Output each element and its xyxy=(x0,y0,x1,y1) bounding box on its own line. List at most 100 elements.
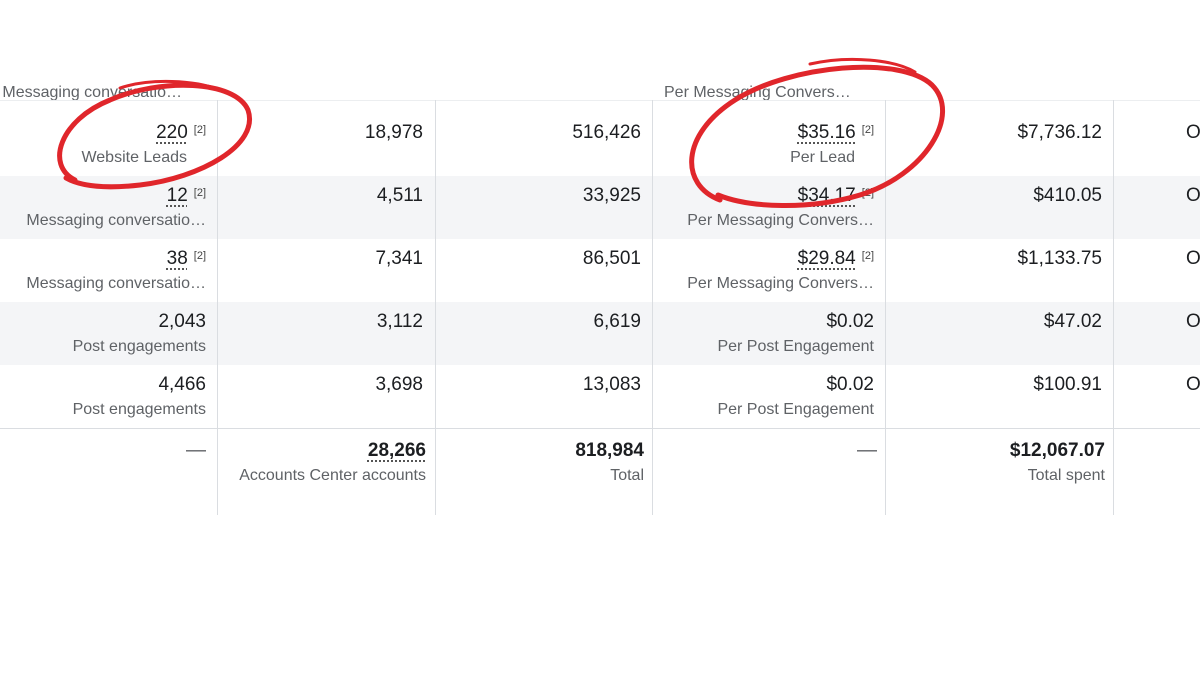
totals-divider xyxy=(0,428,1200,429)
cost-cell[interactable]: $29.84 [2] Per Messaging Convers… xyxy=(687,247,874,294)
spent-value: $1,133.75 xyxy=(1017,248,1102,269)
footnote-marker: [2] xyxy=(861,124,874,136)
results-value: 2,043 xyxy=(158,311,206,332)
reach-value: 3,698 xyxy=(375,374,423,395)
impressions-value: 6,619 xyxy=(593,311,641,332)
reach-cell: 7,341 xyxy=(375,247,423,271)
footnote-marker: [2] xyxy=(193,250,206,262)
impressions-total-label: Total xyxy=(610,467,644,484)
next-column-value: O xyxy=(1186,248,1200,269)
results-value[interactable]: 12 xyxy=(166,185,188,206)
spent-value: $47.02 xyxy=(1043,311,1102,332)
impressions-value: 33,925 xyxy=(582,185,641,206)
impressions-value: 516,426 xyxy=(572,122,641,143)
table-row[interactable]: 220 [2] Website Leads 18,978 516,426 $35.… xyxy=(0,113,1200,176)
cost-value: $0.02 xyxy=(826,311,874,332)
cost-cell[interactable]: $35.16 [2] Per Lead xyxy=(790,121,874,168)
column-divider xyxy=(885,100,886,515)
cost-total: — xyxy=(857,439,877,462)
impressions-cell: 86,501 xyxy=(583,247,641,271)
column-divider xyxy=(1113,100,1114,515)
spent-cell: $100.91 xyxy=(1033,373,1102,397)
cost-type: Per Messaging Convers… xyxy=(687,275,874,292)
reach-cell: 3,112 xyxy=(377,310,423,334)
results-value[interactable]: 220 xyxy=(156,122,188,143)
impressions-total-value: 818,984 xyxy=(575,440,644,461)
table-row[interactable]: 38 [2] Messaging conversatio… 7,341 86,50… xyxy=(0,239,1200,302)
divider xyxy=(0,100,1200,101)
column-divider xyxy=(435,100,436,515)
reach-cell: 18,978 xyxy=(365,121,423,145)
totals-row: — 28,266 Accounts Center accounts 818,98… xyxy=(0,429,1200,515)
next-column-value: O xyxy=(1186,185,1200,206)
column-divider xyxy=(217,100,218,515)
reach-cell: 4,511 xyxy=(377,184,423,208)
spent-total-cell: $12,067.07 Total spent xyxy=(1010,439,1105,486)
spent-value: $7,736.12 xyxy=(1017,122,1102,143)
impressions-total-cell: 818,984 Total xyxy=(575,439,644,486)
results-type: Website Leads xyxy=(81,149,187,166)
results-value: 4,466 xyxy=(158,374,206,395)
next-column-cell: O xyxy=(1186,184,1200,208)
next-column-value: O xyxy=(1186,374,1200,395)
reach-total-label: Accounts Center accounts xyxy=(239,467,426,484)
cost-type: Per Post Engagement xyxy=(717,338,874,355)
next-column-cell: O xyxy=(1186,247,1200,271)
results-total: — xyxy=(186,439,206,462)
next-column-cell: O xyxy=(1186,373,1200,397)
footnote-marker: [2] xyxy=(193,187,206,199)
reach-value: 4,511 xyxy=(376,185,423,206)
impressions-value: 13,083 xyxy=(582,374,641,395)
cost-cell[interactable]: $34.17 [2] Per Messaging Convers… xyxy=(687,184,874,231)
table-row[interactable]: 2,043 Post engagements 3,112 6,619 $0.02… xyxy=(0,302,1200,365)
results-cell[interactable]: 38 [2] Messaging conversatio… xyxy=(26,247,206,294)
table-row[interactable]: 4,466 Post engagements 3,698 13,083 $0.0… xyxy=(0,365,1200,428)
impressions-cell: 33,925 xyxy=(583,184,641,208)
footnote-marker: [2] xyxy=(861,187,874,199)
spent-cell: $410.05 xyxy=(1033,184,1102,208)
results-cell: 4,466 Post engagements xyxy=(73,373,206,420)
table-row[interactable]: 12 [2] Messaging conversatio… 4,511 33,92… xyxy=(0,176,1200,239)
reach-cell: 3,698 xyxy=(375,373,423,397)
next-column-value: O xyxy=(1186,311,1200,332)
reach-total-value[interactable]: 28,266 xyxy=(367,440,426,461)
spent-cell: $1,133.75 xyxy=(1017,247,1102,271)
cost-value[interactable]: $34.17 xyxy=(797,185,856,206)
cost-type: Per Messaging Convers… xyxy=(687,212,874,229)
footnote-marker: [2] xyxy=(861,250,874,262)
spent-value: $410.05 xyxy=(1033,185,1102,206)
spent-total-label: Total spent xyxy=(1027,467,1105,484)
results-cell[interactable]: 220 [2] Website Leads xyxy=(81,121,206,168)
cost-value: $0.02 xyxy=(826,374,874,395)
next-column-cell: O xyxy=(1186,310,1200,334)
spent-cell: $47.02 xyxy=(1044,310,1102,334)
impressions-cell: 6,619 xyxy=(593,310,641,334)
reach-value: 7,341 xyxy=(375,248,423,269)
spent-cell: $7,736.12 xyxy=(1017,121,1102,145)
results-value[interactable]: 38 xyxy=(166,248,188,269)
footnote-marker: [2] xyxy=(193,124,206,136)
reach-total-cell[interactable]: 28,266 Accounts Center accounts xyxy=(239,439,426,486)
spent-total-value: $12,067.07 xyxy=(1009,440,1105,461)
results-type: Messaging conversatio… xyxy=(26,275,206,292)
results-cell[interactable]: 12 [2] Messaging conversatio… xyxy=(26,184,206,231)
reach-value: 18,978 xyxy=(364,122,423,143)
impressions-cell: 516,426 xyxy=(572,121,641,145)
spent-value: $100.91 xyxy=(1033,374,1102,395)
cost-value[interactable]: $29.84 xyxy=(797,248,856,269)
results-type: Post engagements xyxy=(72,338,206,355)
results-cell: 2,043 Post engagements xyxy=(73,310,206,357)
impressions-value: 86,501 xyxy=(582,248,641,269)
next-column-value: O xyxy=(1186,122,1200,143)
results-type: Post engagements xyxy=(72,401,206,418)
empty-dash: — xyxy=(186,439,206,461)
cost-cell: $0.02 Per Post Engagement xyxy=(717,373,874,420)
cost-value[interactable]: $35.16 xyxy=(797,122,856,143)
table-row-partial: Messaging conversatio… Per Messaging Con… xyxy=(0,80,1200,102)
impressions-cell: 13,083 xyxy=(583,373,641,397)
cost-type: Per Lead xyxy=(790,149,855,166)
column-divider xyxy=(652,100,653,515)
cost-type: Per Post Engagement xyxy=(717,401,874,418)
cost-cell: $0.02 Per Post Engagement xyxy=(717,310,874,357)
